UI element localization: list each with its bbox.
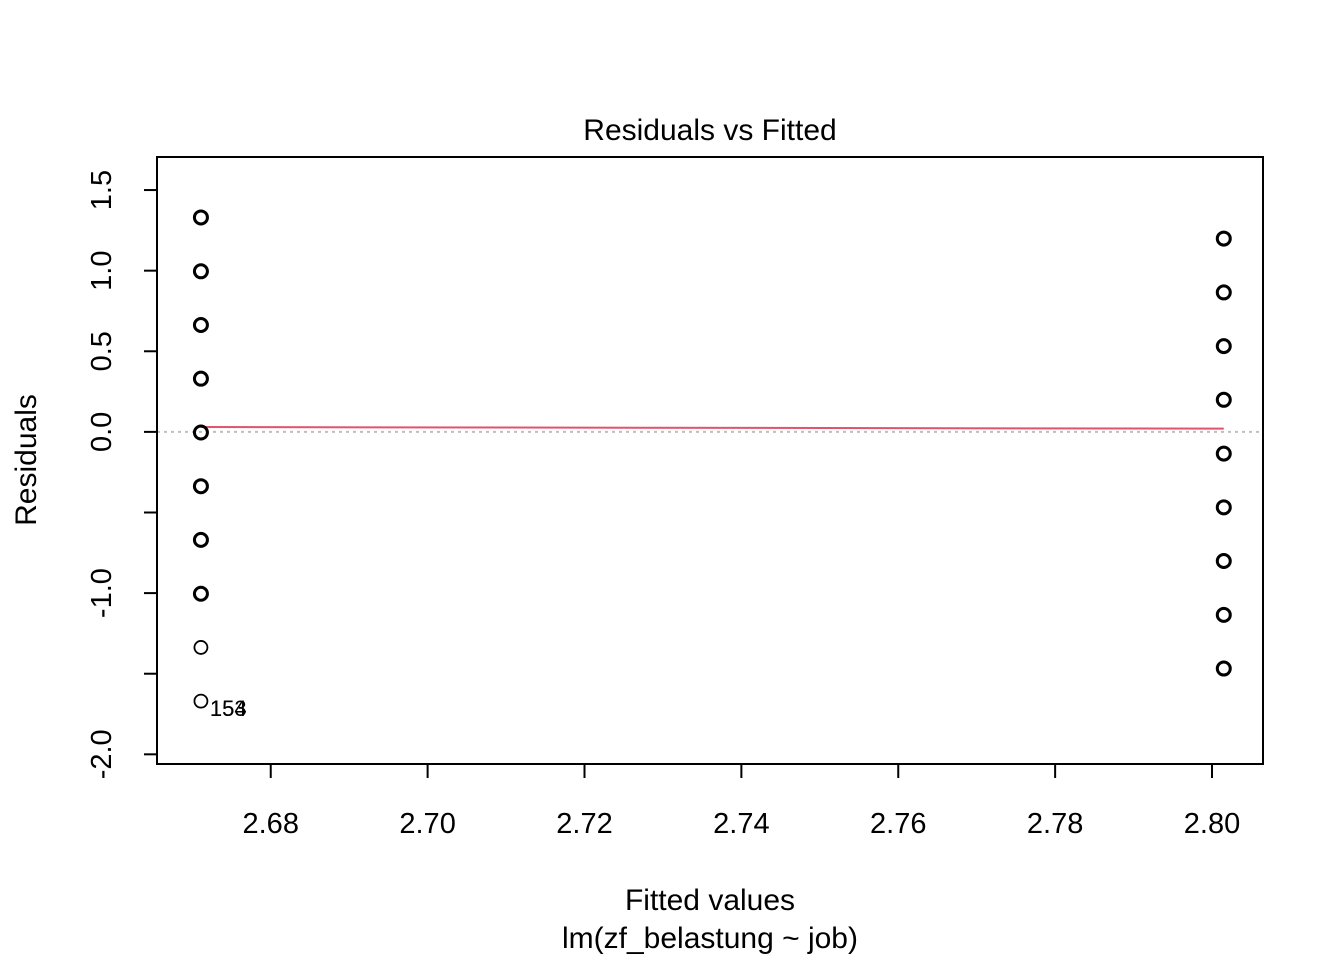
- y-tick-label: -2.0: [86, 729, 118, 779]
- y-tick-label: 0.0: [86, 412, 118, 452]
- y-tick-label: -1.0: [86, 568, 118, 618]
- data-point: [192, 424, 209, 441]
- chart-title: Residuals vs Fitted: [583, 114, 836, 147]
- y-tick-label: 0.5: [86, 331, 118, 371]
- data-point: [193, 640, 209, 655]
- outlier-label: 154: [210, 696, 247, 721]
- y-tick-label: 1.0: [86, 250, 118, 290]
- data-point: [192, 370, 209, 387]
- data-point: [192, 263, 209, 280]
- data-point: [1215, 660, 1232, 677]
- plot-frame: [156, 156, 1264, 765]
- outlier-label: 153: [210, 696, 247, 721]
- y-tick-label: 1.5: [86, 170, 118, 210]
- data-point: [192, 531, 209, 548]
- data-point: [1215, 553, 1232, 570]
- x-tick-label: 2.76: [870, 808, 926, 840]
- x-axis: 2.68 2.70 2.72 2.74 2.76 2.78 2.80: [243, 763, 1240, 840]
- data-point: [1215, 338, 1232, 355]
- data-point: [1215, 284, 1232, 301]
- data-point: [1215, 606, 1232, 623]
- model-formula-label: lm(zf_belastung ~ job): [562, 922, 858, 955]
- data-point: [193, 693, 209, 709]
- data-point: [192, 585, 209, 602]
- x-axis-label: Fitted values: [625, 884, 795, 917]
- data-point: [1215, 391, 1232, 408]
- data-point: [192, 316, 209, 333]
- data-point: [1215, 230, 1232, 247]
- data-point: [1215, 445, 1232, 462]
- x-tick-label: 2.72: [556, 808, 612, 840]
- data-point: [192, 478, 209, 495]
- x-tick-label: 2.68: [243, 808, 299, 840]
- x-tick-label: 2.80: [1184, 808, 1240, 840]
- y-axis-label: Residuals: [10, 394, 43, 526]
- y-axis: -2.0 -1.0 0.0 0.5 1.0 1.5: [86, 170, 158, 779]
- data-point: [192, 209, 209, 226]
- x-tick-label: 2.70: [399, 808, 455, 840]
- x-tick-label: 2.74: [713, 808, 769, 840]
- data-point: [1215, 499, 1232, 516]
- x-tick-label: 2.78: [1027, 808, 1083, 840]
- smoother-line: [200, 426, 1224, 430]
